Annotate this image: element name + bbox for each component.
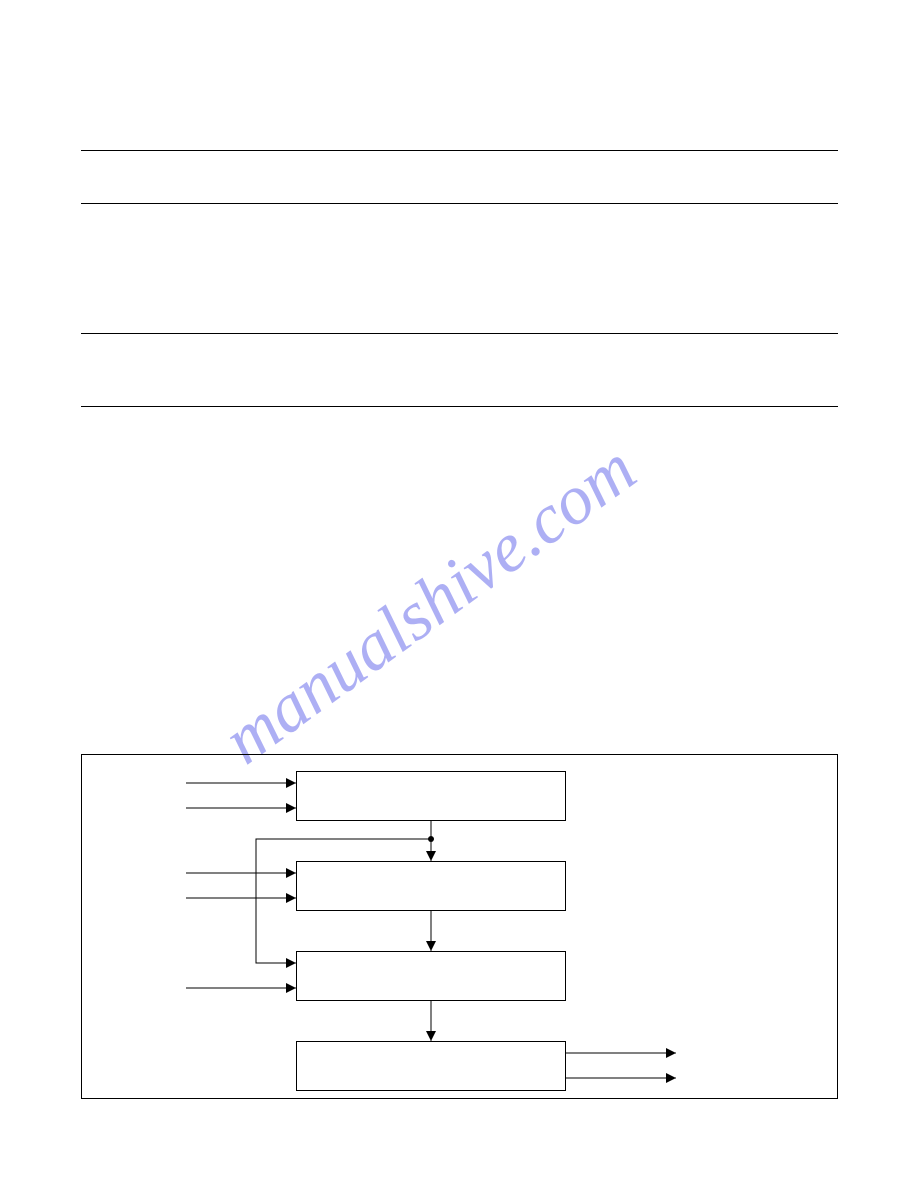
page: manualshive.com bbox=[0, 0, 918, 1188]
horizontal-rule bbox=[81, 333, 838, 334]
horizontal-rule bbox=[81, 150, 838, 151]
flowchart-node bbox=[296, 861, 566, 911]
flowchart-node bbox=[296, 771, 566, 821]
flowchart-node bbox=[296, 951, 566, 1001]
junction-dot bbox=[428, 836, 434, 842]
horizontal-rule bbox=[81, 406, 838, 407]
watermark-text: manualshive.com bbox=[209, 429, 651, 781]
flowchart-node bbox=[296, 1041, 566, 1091]
diagram-frame bbox=[81, 754, 838, 1099]
horizontal-rule bbox=[81, 203, 838, 204]
